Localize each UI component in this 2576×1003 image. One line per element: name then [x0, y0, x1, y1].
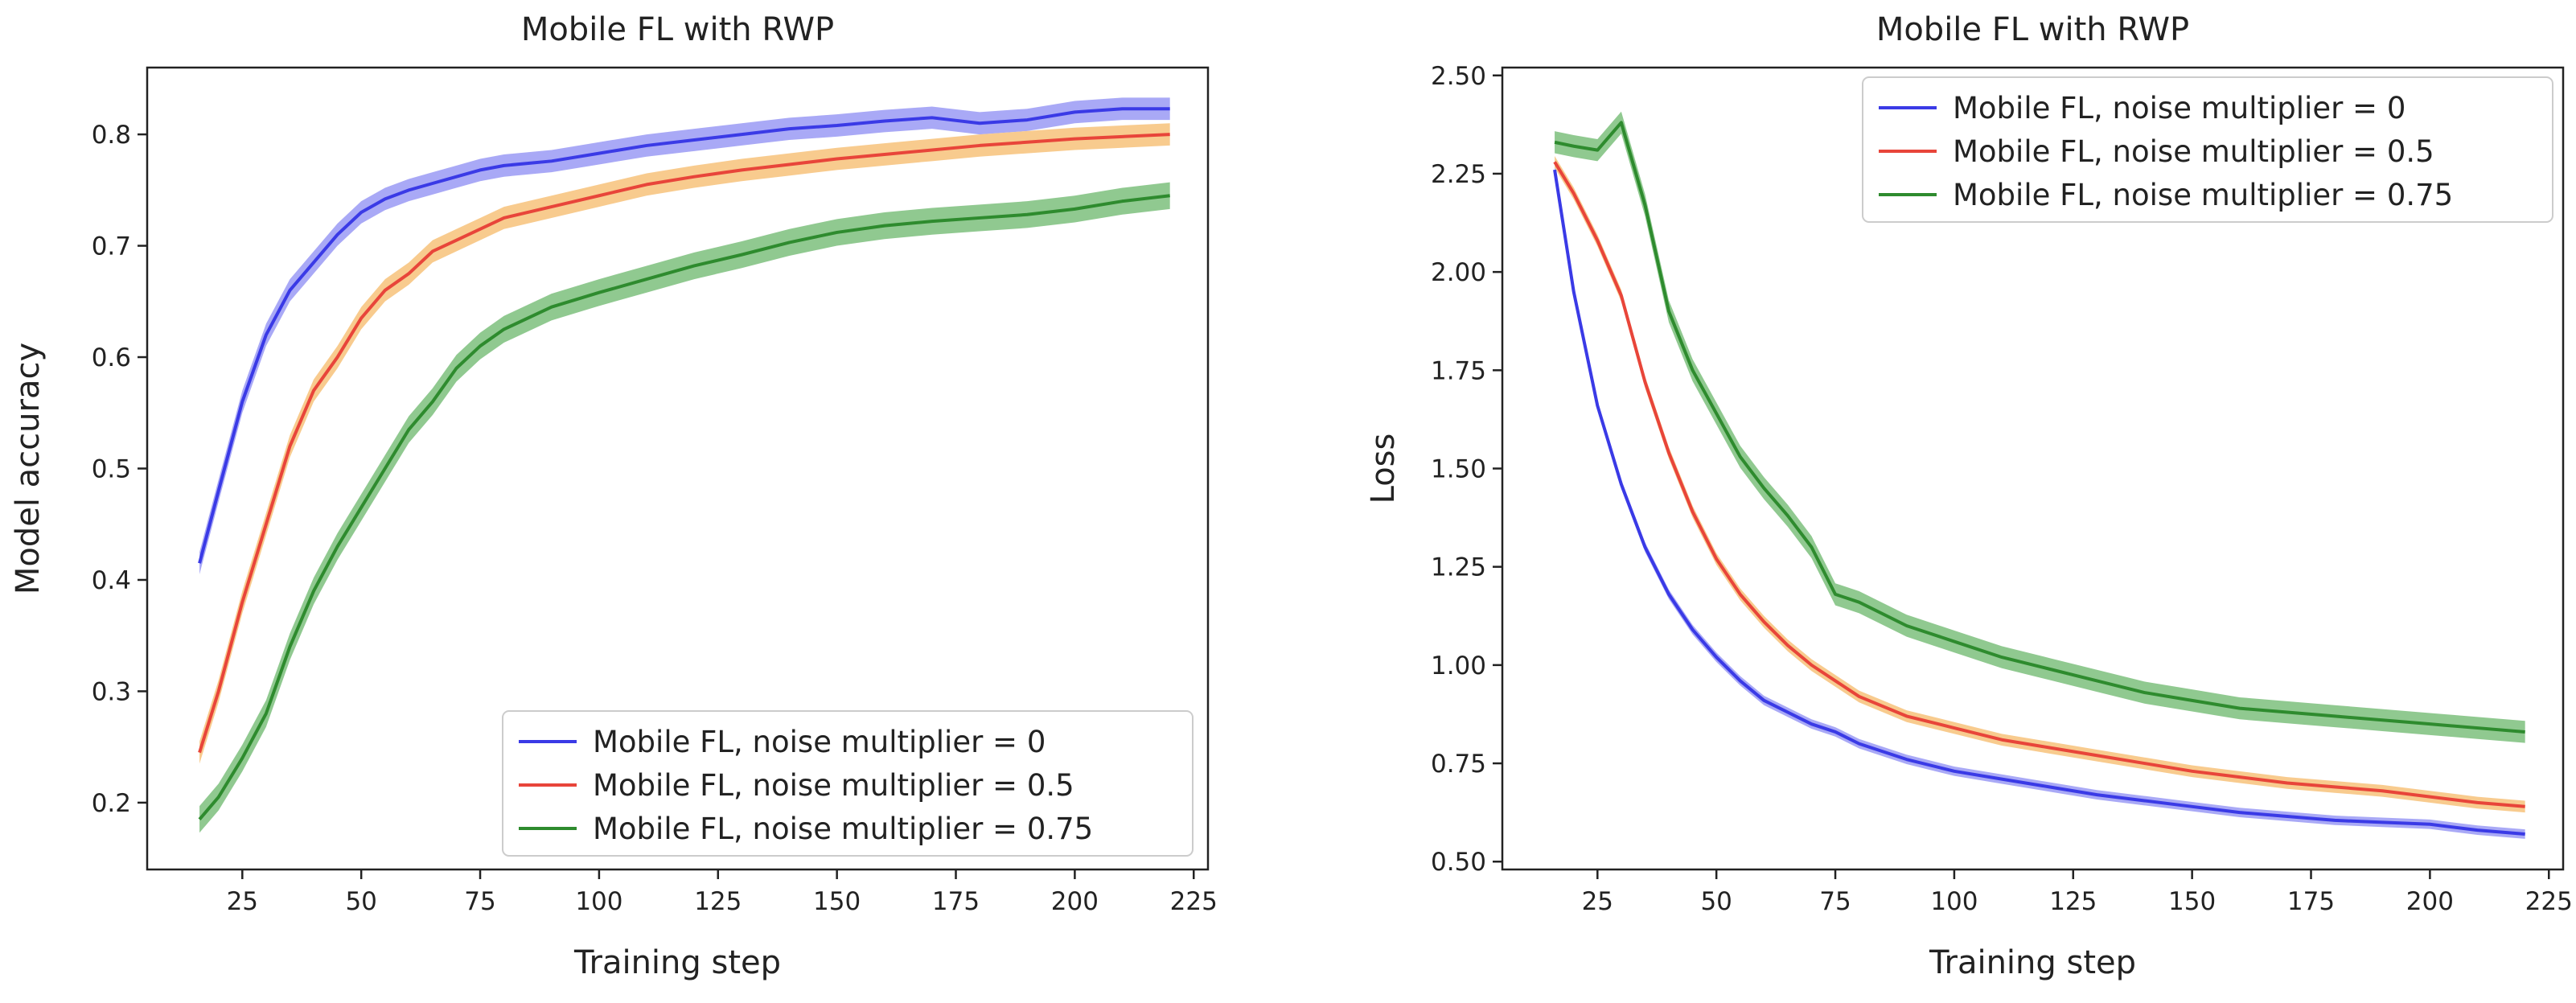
x-tick-label: 200	[2406, 887, 2454, 916]
y-tick-label: 0.4	[92, 566, 131, 595]
x-tick-label: 125	[2049, 887, 2097, 916]
y-tick-label: 2.50	[1431, 62, 1486, 91]
y-tick-label: 0.6	[92, 343, 131, 372]
y-tick-label: 2.00	[1431, 258, 1486, 287]
legend-box	[1862, 76, 2553, 223]
x-tick-label: 150	[813, 887, 861, 916]
legend: Mobile FL, noise multiplier = 0 Mobile FL…	[502, 710, 1194, 857]
legend: Mobile FL, noise multiplier = 0 Mobile FL…	[1862, 76, 2553, 223]
y-tick-label: 0.7	[92, 232, 131, 261]
legend-label-2: Mobile FL, noise multiplier = 0.75	[1953, 178, 2453, 212]
x-tick-label: 100	[575, 887, 622, 916]
y-tick-label: 0.2	[92, 789, 131, 818]
series-band-1	[1555, 155, 2525, 813]
y-tick-label: 1.25	[1431, 553, 1486, 582]
y-tick-label: 1.00	[1431, 652, 1486, 680]
x-axis-label: Training step	[1929, 944, 2136, 981]
y-tick-label: 2.25	[1431, 160, 1486, 189]
y-tick-label: 1.50	[1431, 455, 1486, 484]
legend-label-0: Mobile FL, noise multiplier = 0	[593, 725, 1046, 759]
series-group	[1553, 111, 2525, 839]
legend-box	[502, 710, 1194, 857]
legend-label-2: Mobile FL, noise multiplier = 0.75	[593, 812, 1093, 846]
series-group	[198, 97, 1170, 833]
y-tick-label: 0.8	[92, 121, 131, 150]
legend-label-1: Mobile FL, noise multiplier = 0.5	[593, 768, 1074, 803]
y-tick-label: 1.75	[1431, 356, 1486, 385]
y-tick-label: 0.3	[92, 677, 131, 706]
x-tick-label: 50	[345, 887, 376, 916]
series-line-0	[198, 107, 1170, 564]
x-tick-label: 25	[1582, 887, 1613, 916]
series-line-1	[1553, 161, 2525, 808]
x-tick-label: 200	[1051, 887, 1099, 916]
y-tick-label: 0.50	[1431, 848, 1486, 877]
x-tick-label: 175	[2287, 887, 2335, 916]
x-tick-label: 150	[2168, 887, 2216, 916]
series-line-2	[198, 194, 1170, 820]
y-axis-label: Model accuracy	[10, 343, 47, 594]
y-axis-label: Loss	[1365, 434, 1402, 504]
loss-chart: Mobile FL with RWP 25 50 75 100 125 150 175 200 2…	[1365, 11, 2573, 981]
series-line-0	[1553, 169, 2525, 837]
series-line-2	[1554, 121, 2525, 734]
x-tick-label: 100	[1930, 887, 1978, 916]
x-tick-label: 75	[464, 887, 495, 916]
chart-title: Mobile FL with RWP	[1876, 11, 2189, 48]
series-line-1	[198, 133, 1170, 754]
x-tick-label: 225	[1170, 887, 1218, 916]
legend-label-1: Mobile FL, noise multiplier = 0.5	[1953, 134, 2434, 169]
y-tick-label: 0.75	[1431, 750, 1486, 779]
chart-title: Mobile FL with RWP	[521, 11, 834, 48]
x-tick-label: 50	[1700, 887, 1732, 916]
x-tick-label: 225	[2525, 887, 2573, 916]
legend-label-0: Mobile FL, noise multiplier = 0	[1953, 91, 2405, 125]
y-tick-label: 0.5	[92, 455, 131, 484]
x-tick-label: 175	[932, 887, 980, 916]
x-tick-label: 25	[227, 887, 258, 916]
x-tick-label: 75	[1819, 887, 1851, 916]
x-tick-label: 125	[694, 887, 742, 916]
accuracy-chart: Mobile FL with RWP 25 50 75 100 125 150 175 200 2…	[10, 11, 1218, 981]
x-axis-label: Training step	[573, 944, 781, 981]
